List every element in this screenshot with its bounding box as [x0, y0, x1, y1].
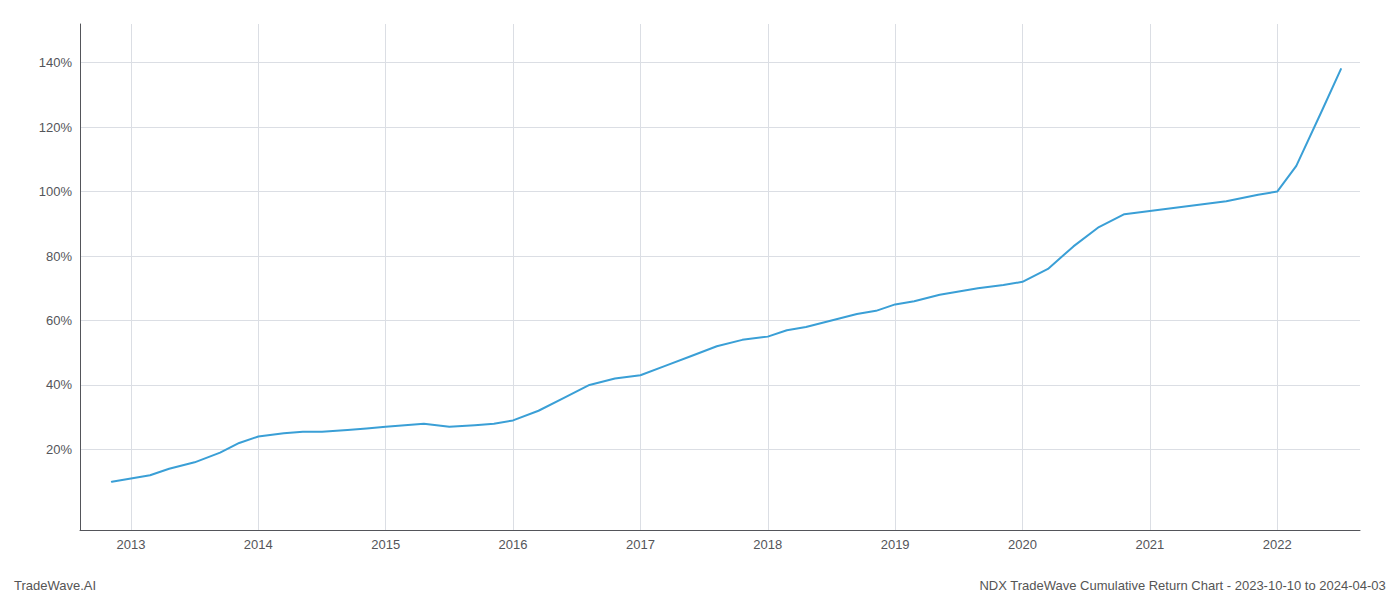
- svg-text:2016: 2016: [499, 537, 528, 552]
- svg-text:120%: 120%: [39, 120, 73, 135]
- svg-text:80%: 80%: [46, 249, 72, 264]
- svg-text:20%: 20%: [46, 442, 72, 457]
- svg-text:40%: 40%: [46, 377, 72, 392]
- svg-text:2020: 2020: [1008, 537, 1037, 552]
- svg-text:60%: 60%: [46, 313, 72, 328]
- svg-text:NDX TradeWave Cumulative Retur: NDX TradeWave Cumulative Return Chart - …: [979, 578, 1385, 593]
- svg-text:2017: 2017: [626, 537, 655, 552]
- svg-text:2022: 2022: [1263, 537, 1292, 552]
- svg-text:2021: 2021: [1135, 537, 1164, 552]
- svg-text:2015: 2015: [371, 537, 400, 552]
- svg-text:2019: 2019: [881, 537, 910, 552]
- svg-text:2013: 2013: [116, 537, 145, 552]
- svg-text:2018: 2018: [753, 537, 782, 552]
- svg-text:100%: 100%: [39, 184, 73, 199]
- svg-text:140%: 140%: [39, 55, 73, 70]
- svg-text:2014: 2014: [244, 537, 273, 552]
- svg-text:TradeWave.AI: TradeWave.AI: [14, 578, 96, 593]
